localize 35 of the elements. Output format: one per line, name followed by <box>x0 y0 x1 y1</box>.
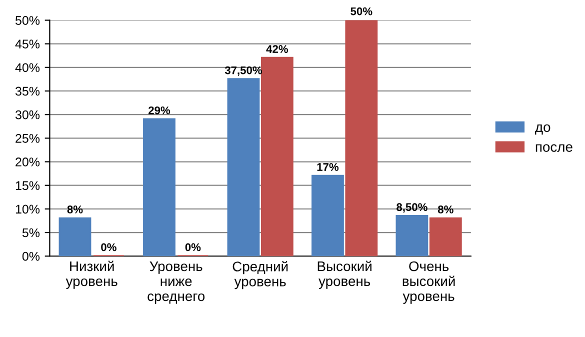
y-tick-label: 25% <box>16 134 40 143</box>
data-label: 8% <box>67 206 83 214</box>
bar <box>345 20 378 256</box>
bar <box>143 118 176 256</box>
y-tick-label: 35% <box>15 86 40 96</box>
data-label: 17% <box>317 163 339 171</box>
y-tick-label: 40% <box>15 63 40 72</box>
data-label: 29% <box>148 106 170 114</box>
x-tick-label: Средний уровень <box>232 260 288 290</box>
data-label: 50% <box>350 7 372 16</box>
data-label: 8% <box>438 206 454 214</box>
x-tick-label: Высокий уровень <box>318 260 372 289</box>
x-tick-label: Очень высокий уровень <box>402 261 455 304</box>
y-tick-label: 45% <box>15 40 40 48</box>
y-tick-label: 30% <box>15 110 40 120</box>
bar <box>312 174 344 256</box>
bar <box>260 56 294 256</box>
bar <box>396 214 428 256</box>
y-tick-label: 20% <box>16 158 40 166</box>
y-tick-label: 50% <box>15 16 40 25</box>
data-label: 0% <box>101 243 116 252</box>
legend-label: до <box>535 124 550 135</box>
y-tick-label: 15% <box>16 181 40 190</box>
y-tick-label: 0% <box>22 252 40 261</box>
bar <box>227 78 260 256</box>
y-tick-label: 10% <box>16 204 40 214</box>
legend-label: после <box>536 144 572 152</box>
bar <box>58 217 92 256</box>
bar <box>429 217 462 256</box>
x-tick-label: Уровень ниже среднего <box>148 261 205 304</box>
data-label: 8,50% <box>396 203 428 213</box>
data-label: 0% <box>185 243 201 252</box>
data-label: 42% <box>266 45 288 53</box>
y-tick-label: 5% <box>22 228 40 238</box>
x-tick-label: Низкий уровень <box>66 260 118 289</box>
